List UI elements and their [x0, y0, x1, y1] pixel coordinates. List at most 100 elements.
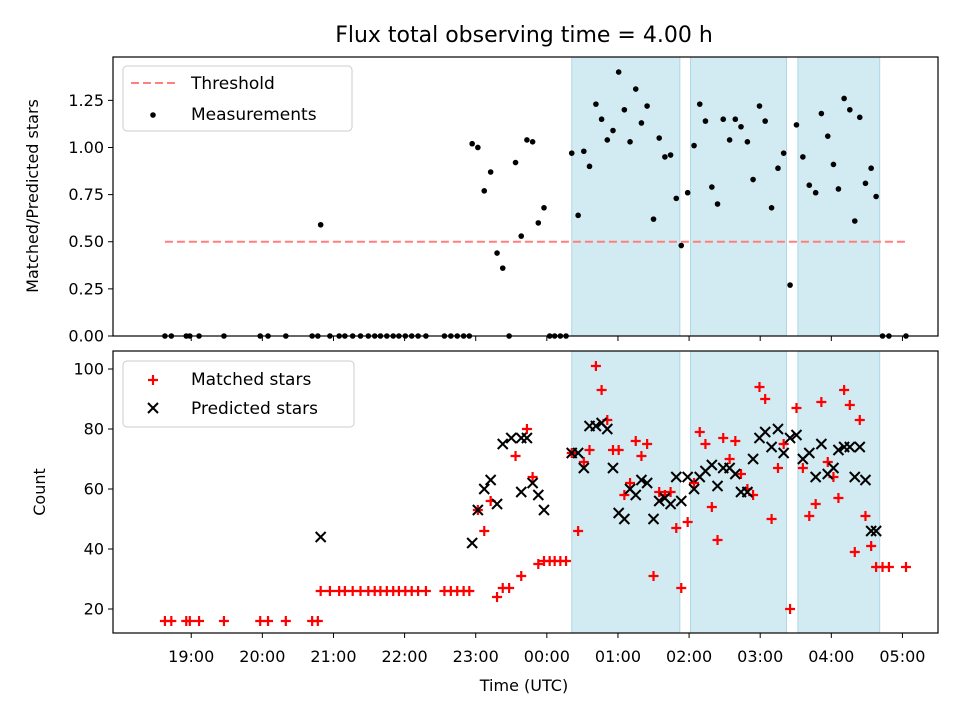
bottom-x-axis: 19:00 20:00 21:00 22:00 23:00 00:00 01:00 02:00… [168, 633, 925, 666]
y-tick-label: 100 [73, 360, 104, 379]
predicted-star-point [844, 441, 856, 453]
measurement-point [581, 148, 587, 155]
predicted-star-point [772, 423, 784, 435]
shaded-interval [690, 56, 788, 337]
measurement-point [529, 139, 536, 145]
measurement-point [656, 135, 663, 141]
measurement-point [638, 120, 645, 126]
measurement-point [744, 139, 751, 145]
matched-star-point [312, 616, 323, 626]
measurement-point [575, 212, 581, 219]
measurement-point [868, 165, 874, 172]
measurement-point [667, 152, 674, 158]
matched-star-point [464, 586, 475, 596]
matched-star-point [578, 457, 589, 467]
y-tick-label: 40 [84, 540, 104, 559]
measurement-point [481, 188, 488, 194]
predicted-star-point [653, 495, 665, 507]
predicted-star-point [741, 486, 754, 498]
y-tick-label: 1.00 [68, 138, 104, 157]
top-x-ticks [190, 336, 903, 341]
matched-star-point [839, 385, 850, 395]
legend-threshold-label: Threshold [190, 74, 275, 94]
predicted-star-point [538, 504, 550, 516]
predicted-star-point [630, 489, 642, 501]
matched-star-point [420, 586, 431, 596]
measurement-point [714, 201, 721, 207]
measurement-point [762, 118, 768, 124]
measurement-point [756, 103, 763, 109]
measurement-point [644, 103, 650, 109]
x-tick-label: 20:00 [239, 647, 285, 666]
matched-star-point [619, 490, 630, 500]
matched-star-point [636, 451, 647, 461]
measurement-point [812, 189, 819, 196]
matched-star-point [671, 523, 682, 533]
matched-star-point [665, 487, 676, 497]
measurement-point [487, 169, 494, 175]
predicted-star-point [532, 489, 545, 501]
predicted-stars-points [314, 417, 882, 549]
matched-star-point [754, 382, 765, 392]
predicted-star-point [590, 420, 602, 432]
legend-measurements-swatch [150, 112, 156, 118]
measurement-point [568, 150, 575, 156]
matched-star-point [676, 583, 687, 593]
measurement-point [593, 101, 599, 107]
predicted-star-point [849, 471, 861, 483]
predicted-star-point [809, 471, 822, 483]
y-tick-label: 0.00 [68, 327, 104, 346]
x-tick-label: 00:00 [524, 647, 570, 666]
measurement-point [750, 176, 756, 183]
predicted-star-point [505, 432, 517, 444]
bottom-y-axis: 20 40 60 80 100 [73, 360, 113, 619]
measurement-point [720, 116, 727, 123]
measurement-point [841, 95, 847, 102]
measurement-point [499, 265, 506, 271]
matched-star-point [315, 586, 326, 596]
matched-star-point [504, 583, 515, 593]
bottom-legend: Matched stars Predicted stars [122, 360, 355, 428]
chart-title: Flux total observing time = 4.00 h [335, 23, 713, 48]
measurement-point [847, 106, 853, 113]
measurement-point [673, 195, 680, 202]
x-tick-label: 05:00 [879, 647, 925, 666]
matched-star-point [844, 400, 855, 410]
matched-star-point [184, 616, 195, 626]
top-plot-frame [112, 56, 939, 337]
matched-star-point [194, 616, 205, 626]
matched-star-point [516, 571, 527, 581]
predicted-star-point [790, 429, 803, 441]
predicted-star-point [635, 474, 648, 486]
predicted-star-point [521, 432, 533, 444]
bottom-plot-frame [112, 350, 939, 634]
matched-star-point [797, 463, 808, 473]
matched-star-point [492, 592, 503, 602]
matched-star-point [772, 463, 783, 473]
matched-star-point [833, 493, 844, 503]
matched-star-point [613, 445, 624, 455]
bottom-y-axis-label: Count [30, 468, 49, 516]
matched-star-point [648, 571, 659, 581]
x-tick-label: 23:00 [453, 647, 499, 666]
top-observing-intervals [571, 56, 881, 337]
top-y-axis: 0.00 0.25 0.50 0.75 1.00 1.25 [68, 91, 113, 346]
measurement-point [856, 114, 863, 121]
top-y-axis-label: Matched/Predicted stars [23, 99, 42, 293]
measurement-point [684, 189, 691, 196]
matched-star-point [521, 424, 532, 434]
matched-star-point [849, 547, 860, 557]
predicted-star-point [618, 513, 631, 525]
predicted-star-point [314, 531, 327, 543]
shaded-interval [797, 350, 881, 634]
predicted-star-point [497, 438, 509, 450]
bottom-observing-intervals [571, 350, 881, 634]
legend-matched-label: Matched stars [191, 370, 311, 390]
measurement-point [604, 137, 611, 143]
bottom-legend-box [122, 360, 355, 428]
measurement-point [830, 161, 837, 168]
x-tick-label: 22:00 [382, 647, 428, 666]
measurement-point [702, 118, 709, 124]
measurement-point [662, 154, 668, 160]
predicted-star-point [647, 513, 660, 525]
